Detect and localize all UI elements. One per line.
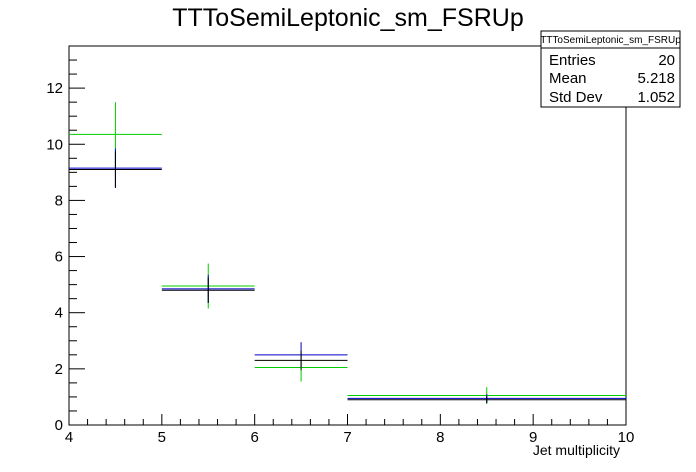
y-tick-label: 0 — [55, 417, 63, 434]
chart-title: TTToSemiLeptonic_sm_FSRUp — [172, 4, 524, 32]
x-axis-label: Jet multiplicity — [533, 442, 620, 458]
y-tick-label: 8 — [55, 192, 63, 209]
y-axis-ticks: 0 2 4 6 8 10 12 — [46, 45, 85, 434]
y-tick-label: 10 — [46, 136, 63, 153]
stats-stddev-value: 1.052 — [637, 89, 675, 106]
y-tick-label: 2 — [55, 361, 63, 378]
x-tick-label: 8 — [436, 429, 444, 446]
stats-stddev-label: Std Dev — [549, 89, 603, 106]
y-tick-label: 6 — [55, 249, 63, 266]
stats-box-frame — [540, 30, 681, 108]
x-tick-label: 6 — [250, 429, 258, 446]
stats-mean-value: 5.218 — [637, 70, 675, 87]
series-0 — [69, 102, 626, 404]
stats-entries-label: Entries — [549, 52, 596, 69]
stats-box-header: TTToSemiLeptonic_sm_FSRUp — [540, 35, 681, 46]
series-2 — [69, 151, 626, 404]
y-tick-label: 12 — [46, 80, 63, 97]
series-1 — [69, 148, 626, 403]
stats-box: TTToSemiLeptonic_sm_FSRUp Entries 20 Mea… — [540, 30, 681, 108]
x-tick-label: 10 — [618, 429, 635, 446]
x-axis-ticks: 4 5 6 7 8 9 10 — [65, 414, 635, 446]
stats-entries-value: 20 — [658, 52, 675, 69]
x-tick-label: 4 — [65, 429, 73, 446]
x-tick-label: 7 — [343, 429, 351, 446]
x-tick-label: 5 — [158, 429, 166, 446]
y-tick-label: 4 — [55, 305, 63, 322]
stats-mean-label: Mean — [549, 70, 587, 87]
data-series — [69, 102, 626, 404]
x-tick-label: 9 — [529, 429, 537, 446]
